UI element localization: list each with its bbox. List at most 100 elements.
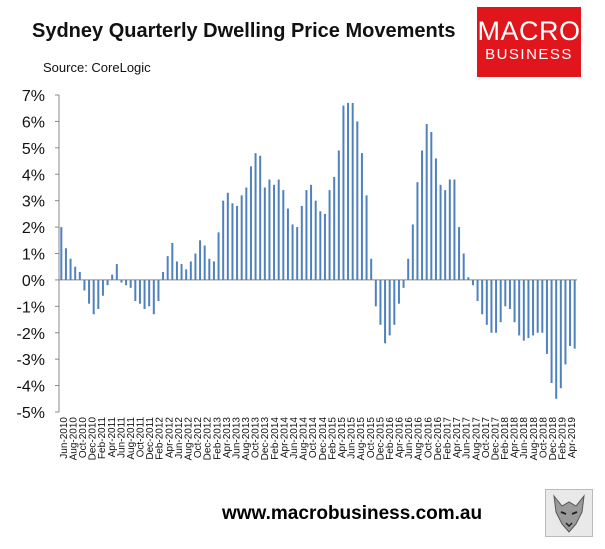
bar xyxy=(222,200,225,280)
wolf-icon xyxy=(545,489,593,537)
footer-url: www.macrobusiness.com.au xyxy=(222,503,483,524)
bar xyxy=(199,240,202,280)
bar xyxy=(236,205,239,280)
x-tick-label: Aug-2018 xyxy=(529,417,540,461)
y-tick-label: 0% xyxy=(22,273,45,290)
bar xyxy=(129,279,132,288)
x-tick-label: Apr-2013 xyxy=(222,417,233,459)
bar xyxy=(148,279,151,307)
bar xyxy=(277,179,280,280)
bar xyxy=(106,279,109,286)
x-tick-label: Feb-2011 xyxy=(97,417,108,460)
x-tick-label: Jun-2012 xyxy=(174,417,185,459)
bar xyxy=(166,256,169,280)
bar xyxy=(342,105,345,280)
bar xyxy=(499,279,502,323)
x-tick-label: Dec-2014 xyxy=(318,417,329,461)
bar xyxy=(555,279,558,399)
bar xyxy=(485,279,488,325)
bar xyxy=(291,224,294,280)
x-tick-label: Jun-2010 xyxy=(59,417,70,459)
bar xyxy=(180,264,183,280)
bar xyxy=(471,279,474,286)
x-tick-label: Dec-2017 xyxy=(490,417,501,461)
bar xyxy=(545,279,548,354)
bar xyxy=(384,279,387,344)
x-tick-label: Oct-2016 xyxy=(423,417,434,459)
x-tick-label: Aug-2015 xyxy=(356,417,367,461)
bar xyxy=(351,102,354,280)
bar xyxy=(134,279,137,302)
bar xyxy=(444,190,447,280)
x-tick-label: Feb-2019 xyxy=(558,417,569,460)
x-tick-label: Oct-2017 xyxy=(481,417,492,459)
bar xyxy=(453,179,456,280)
x-tick-label: Oct-2012 xyxy=(193,417,204,459)
bar xyxy=(162,271,165,280)
bar xyxy=(273,184,276,280)
x-tick-label: Jun-2015 xyxy=(347,417,358,459)
x-tick-label: Aug-2011 xyxy=(126,417,137,460)
bar xyxy=(189,261,192,280)
bar xyxy=(282,190,285,280)
bar xyxy=(254,153,257,280)
bar xyxy=(559,279,562,389)
bar xyxy=(296,227,299,280)
bar xyxy=(286,208,289,280)
bar xyxy=(393,279,396,325)
bar xyxy=(402,279,405,288)
x-tick-label: Feb-2018 xyxy=(500,417,511,460)
x-tick-label: Aug-2016 xyxy=(414,417,425,461)
x-tick-label: Feb-2016 xyxy=(385,417,396,460)
bar xyxy=(448,179,451,280)
bar xyxy=(245,187,248,280)
bar xyxy=(120,279,123,283)
bar xyxy=(268,179,271,280)
x-tick-label: Jun-2014 xyxy=(289,417,300,459)
x-tick-label: Dec-2018 xyxy=(548,417,559,461)
x-tick-label: Aug-2014 xyxy=(299,417,310,461)
bar xyxy=(550,279,553,383)
x-tick-label: Aug-2012 xyxy=(184,417,195,461)
bar xyxy=(314,200,317,280)
bar xyxy=(88,279,91,304)
bar xyxy=(212,261,215,280)
x-tick-label: Oct-2010 xyxy=(78,417,89,459)
bar xyxy=(101,279,104,296)
bar xyxy=(249,166,252,280)
x-tick-label: Apr-2018 xyxy=(510,417,521,459)
x-tick-label: Feb-2013 xyxy=(212,417,223,460)
y-tick-label: 1% xyxy=(22,247,45,264)
bar xyxy=(527,279,530,339)
bar xyxy=(263,187,266,280)
bar xyxy=(374,279,377,307)
bar xyxy=(458,227,461,280)
bar xyxy=(513,279,516,323)
bar xyxy=(481,279,484,315)
x-tick-label: Apr-2016 xyxy=(395,417,406,459)
bar xyxy=(138,279,141,304)
bar xyxy=(125,279,128,286)
bar xyxy=(337,150,340,280)
x-tick-label: Feb-2017 xyxy=(443,417,454,460)
bar xyxy=(175,261,178,280)
bar xyxy=(407,258,410,280)
x-tick-label: Apr-2019 xyxy=(567,417,578,459)
bar xyxy=(532,279,535,336)
x-tick-label: Apr-2012 xyxy=(164,417,175,459)
bar xyxy=(388,279,391,336)
bar xyxy=(143,279,146,309)
x-tick-label: Oct-2014 xyxy=(308,417,319,459)
bar xyxy=(541,279,544,333)
bar xyxy=(518,279,521,336)
x-tick-label: Dec-2011 xyxy=(145,417,156,460)
x-tick-label: Apr-2017 xyxy=(452,417,463,459)
logo-line-1: MACRO xyxy=(477,16,581,46)
bar xyxy=(217,232,220,280)
x-tick-label: Dec-2010 xyxy=(88,417,99,461)
bar xyxy=(208,258,211,280)
y-tick-label: 5% xyxy=(22,141,45,158)
macrobusiness-logo: MACRO BUSINESS xyxy=(477,7,581,77)
bar xyxy=(83,279,86,291)
